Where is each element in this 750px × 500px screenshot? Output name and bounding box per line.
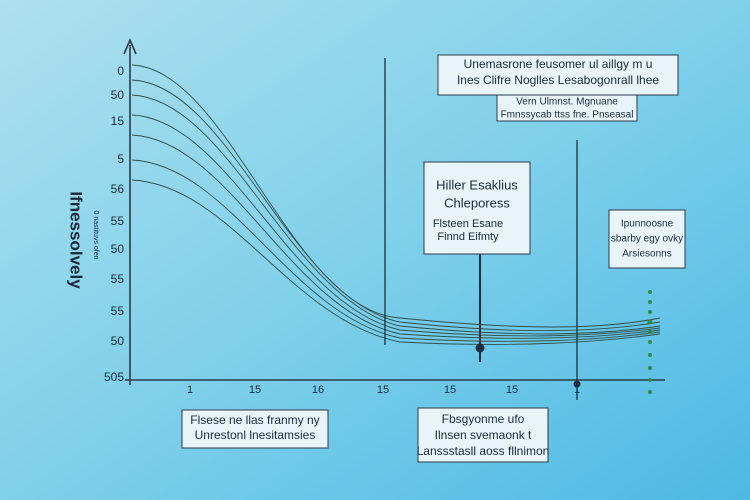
markers xyxy=(384,58,581,400)
y-tick-label: 50 xyxy=(111,334,125,348)
annotation-text: sbarby egy ovky xyxy=(611,234,683,245)
annotation-text: Ipunnoosne xyxy=(621,219,674,230)
x-tick-label: 15 xyxy=(377,384,389,396)
x-tick-label: 16 xyxy=(312,384,324,396)
x-tick-label: 15 xyxy=(506,384,518,396)
y-axis-title: Ifnessolvely xyxy=(67,191,86,289)
annotation-box xyxy=(437,54,679,96)
green-dots xyxy=(647,290,653,394)
annotation-box xyxy=(417,407,549,463)
x-tick-label: 1 xyxy=(187,384,193,396)
y-tick-label: 55 xyxy=(111,304,125,318)
annotation-text: Flsese ne llas franmy ny xyxy=(190,413,319,427)
y-axis-subtitle: 0 nastituvs ofen xyxy=(92,210,99,259)
y-tick-label: 50 xyxy=(111,242,125,256)
annotation-box xyxy=(181,409,329,449)
x-tick-label: 1 xyxy=(574,384,580,396)
y-tick-label: 50 xyxy=(111,88,125,102)
y-tick-label: 5 xyxy=(117,152,124,166)
annotation-text: Flsteen Esane xyxy=(433,218,503,230)
annotation-text: Fbsgyonme ufo xyxy=(442,412,525,426)
annotation-text: Unrestonl lnesitamsies xyxy=(195,428,316,442)
x-tick-label: 15 xyxy=(444,384,456,396)
annotation-text: Vern Ulmnst. Mgnuane xyxy=(516,97,618,108)
y-tick-label: 56 xyxy=(111,182,125,196)
annotation-box xyxy=(608,209,686,269)
annotation-box xyxy=(423,161,531,255)
y-tick-label: 15 xyxy=(111,114,125,128)
annotation-inner-box xyxy=(496,94,638,122)
annotation-text: Ilnsen svemaonk t xyxy=(435,428,532,442)
y-tick-label: 505 xyxy=(104,370,124,384)
y-tick-label: 55 xyxy=(111,214,125,228)
annotation-text: Ines Clifre Noglles Lesabogonrall lhee xyxy=(457,73,659,87)
y-tick-label: 0 xyxy=(117,64,124,78)
annotation-text: Unemasrone feusomer ul aillgy m u xyxy=(464,57,653,71)
annotation-text: Fmnssycab ttss fne. Pnseasal xyxy=(501,110,634,121)
annotation-text: Hiller Esaklius xyxy=(436,177,518,192)
y-tick-label: 55 xyxy=(111,272,125,286)
annotation-text: Lanssstasll aoss fllnimon xyxy=(417,444,550,458)
axes xyxy=(123,37,665,385)
annotation-text: Arsiesonns xyxy=(622,249,671,260)
annotation-text: Finnd Eifmty xyxy=(437,231,499,243)
annotation-text: Chleporess xyxy=(444,195,510,210)
x-tick-label: 15 xyxy=(249,384,261,396)
